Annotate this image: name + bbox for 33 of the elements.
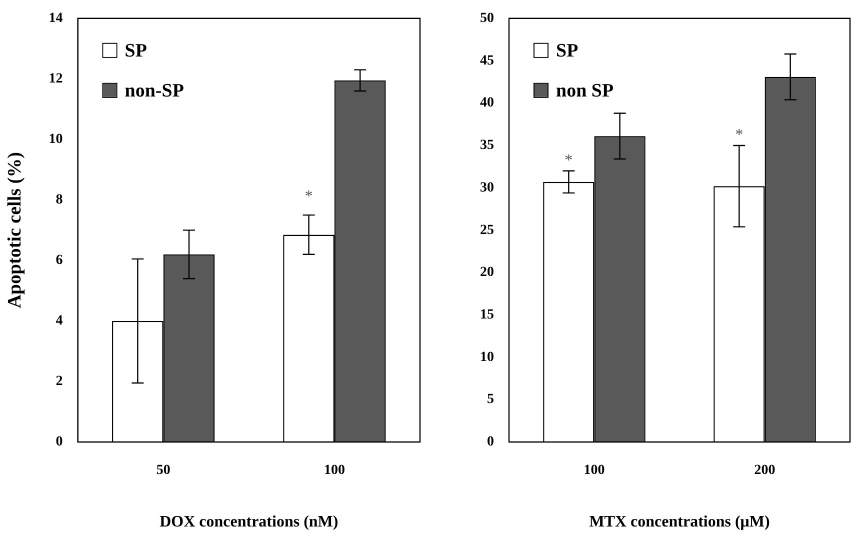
- y-tick-label: 0: [487, 434, 494, 450]
- y-tick-label: 25: [480, 222, 494, 238]
- annotation: *: [304, 188, 313, 206]
- y-tick-label: 30: [480, 180, 494, 196]
- y-tick-label: 5: [487, 392, 494, 408]
- legend-label: non SP: [556, 80, 614, 102]
- x-axis-title: DOX concentrations (nM): [160, 514, 338, 531]
- y-tick-label: 35: [480, 138, 494, 154]
- y-tick-label: 0: [56, 434, 63, 450]
- legend-label: SP: [556, 40, 579, 62]
- legend-label: non-SP: [124, 80, 184, 102]
- y-tick-label: 20: [480, 265, 494, 280]
- y-tick-label: 15: [480, 308, 494, 323]
- y-axis-title: Apoptotic cells (%): [4, 152, 26, 308]
- annotation: *: [564, 152, 573, 169]
- annotation: *: [735, 126, 744, 144]
- legend-label: SP: [124, 40, 148, 62]
- y-tick-label: 4: [56, 314, 63, 329]
- y-tick-label: 45: [480, 53, 494, 68]
- y-tick-label: 2: [56, 374, 63, 390]
- y-tick-label: 10: [480, 350, 494, 365]
- x-tick-label: 100: [324, 463, 345, 478]
- y-tick-label: 8: [56, 192, 63, 208]
- y-tick-label: 10: [48, 132, 63, 148]
- y-tick-label: 40: [480, 96, 494, 111]
- x-axis-title: MTX concentrations (μM): [589, 514, 770, 531]
- x-tick-label: 200: [754, 463, 776, 478]
- x-tick-label: 50: [156, 463, 170, 478]
- y-tick-label: 50: [480, 11, 494, 26]
- x-tick-label: 100: [584, 463, 605, 478]
- y-tick-label: 14: [48, 11, 63, 26]
- y-tick-label: 6: [56, 253, 63, 268]
- y-tick-label: 12: [48, 72, 63, 87]
